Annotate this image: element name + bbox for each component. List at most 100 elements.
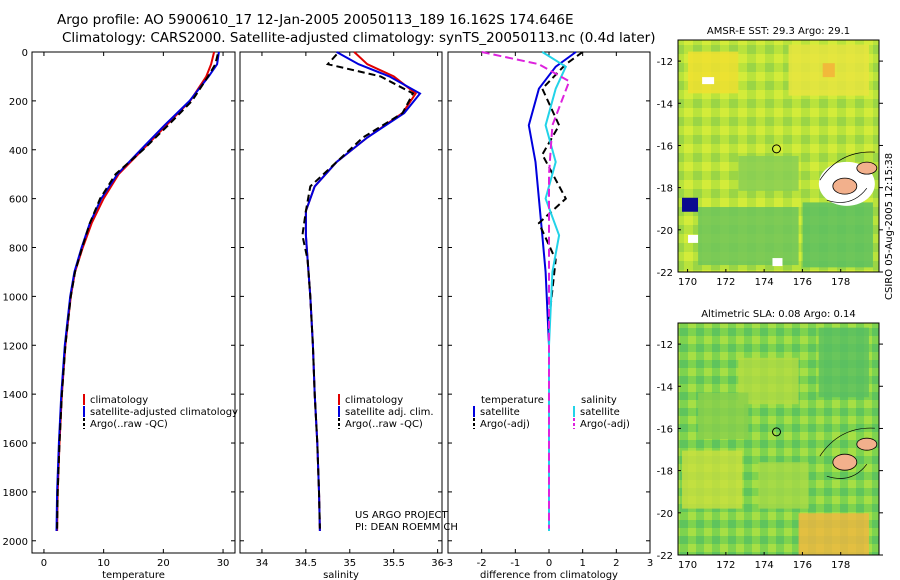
y-tick-label: 600 [9, 195, 28, 206]
legend-entry: Argo(..raw -QC) [90, 419, 168, 430]
series-line-argo-adj- [481, 51, 571, 529]
legend-entry: Argo(-adj) [580, 419, 630, 430]
temperature-patch [802, 202, 873, 268]
series-line-climatology [56, 51, 216, 532]
temperature-patch [688, 51, 739, 94]
x-tick-label: 1 [579, 558, 585, 569]
map-x-tick-label: 172 [716, 560, 735, 571]
project-annotation: US ARGO PROJECT [355, 510, 449, 521]
map-y-tick-label: -14 [657, 382, 673, 393]
sla-patch [758, 462, 809, 509]
cold-anomaly-patch [682, 197, 699, 212]
map-panel-1: AMSR-E SST: 29.3 Argo: 29.1 -12 -14 -16 -18 -… [657, 26, 883, 288]
legend-entry: Argo(-adj) [480, 419, 530, 430]
series-line-argo-adj- [537, 51, 584, 529]
x-tick-label: 3 [647, 558, 653, 569]
map-y-tick-label: -16 [657, 141, 673, 152]
legend-group-title: salinity [581, 395, 617, 406]
temperature-patch [698, 207, 799, 266]
series-line-argo-raw-qc- [301, 53, 415, 529]
x-tick-label: 36 [431, 558, 444, 569]
legend-group-title: temperature [481, 395, 544, 406]
sla-patch [798, 513, 869, 555]
x-tick-label: 20 [157, 558, 170, 569]
map-y-tick-label: -22 [657, 551, 673, 562]
argo-float-position-marker [772, 144, 782, 154]
temperature-patch [738, 156, 799, 191]
series-line-satellite-adjusted-climatology [55, 51, 220, 532]
x-axis-label: salinity [323, 570, 359, 580]
map-panel-2: Altimetric SLA: 0.08 Argo: 0.14 -12 -14 -16… [657, 309, 883, 571]
profile-panel-1: 0 200 400 600 800 1000 1200 1400 1600 1800 2000 0 10… [3, 48, 238, 580]
y-tick-label: 1600 [3, 439, 28, 450]
map-x-tick-label: 174 [755, 277, 774, 288]
x-axis-label: temperature [102, 570, 165, 580]
x-tick-label: -1 [510, 558, 520, 569]
bathymetry-contour [819, 427, 875, 479]
x-tick-label: 0 [546, 558, 552, 569]
missing-data-patch [702, 77, 715, 85]
map-x-tick-label: 178 [831, 277, 850, 288]
island-landmass [832, 177, 858, 195]
legend-entry: satellite [580, 407, 620, 418]
x-tick-label: -2 [477, 558, 487, 569]
map-y-tick-label: -22 [657, 268, 673, 279]
y-tick-label: 200 [9, 97, 28, 108]
island-landmass [856, 437, 878, 451]
island-landmass [856, 161, 878, 175]
x-tick-label: 2 [613, 558, 619, 569]
y-tick-label: 1000 [3, 292, 28, 303]
map-title: AMSR-E SST: 29.3 Argo: 29.1 [707, 26, 850, 37]
y-tick-label: 800 [9, 244, 28, 255]
y-tick-label: 1800 [3, 488, 28, 499]
x-tick-label: 30 [217, 558, 230, 569]
y-tick-label: 2000 [3, 537, 28, 548]
map-title: Altimetric SLA: 0.08 Argo: 0.14 [701, 309, 856, 320]
map-y-tick-label: -16 [657, 424, 673, 435]
x-tick-label: 10 [97, 558, 110, 569]
legend-entry: satellite-adjusted climatology [90, 407, 238, 418]
map-x-tick-label: 170 [678, 277, 697, 288]
missing-data-patch [688, 234, 699, 243]
sla-patch [698, 392, 749, 439]
sla-patch [682, 450, 743, 509]
temperature-patch [822, 63, 835, 78]
map-y-tick-label: -20 [657, 509, 673, 520]
island-landmass [832, 453, 858, 471]
map-y-tick-label: -12 [657, 340, 673, 351]
x-tick-label: 0 [41, 558, 47, 569]
map-x-tick-label: 178 [831, 560, 850, 571]
plot-title-line-2: Climatology: CARS2000. Satellite-adjuste… [62, 30, 656, 46]
x-tick-label: 35.5 [383, 558, 405, 569]
series-line-climatology [304, 51, 418, 532]
series-line-argo-raw-qc- [56, 54, 219, 529]
map-y-tick-label: -14 [657, 99, 673, 110]
map-x-tick-label: 176 [793, 560, 812, 571]
x-axis-label: difference from climatology [480, 570, 618, 580]
bathymetry-contour [819, 151, 875, 203]
plot-frame [239, 51, 443, 554]
plot-frame [31, 51, 236, 554]
map-y-tick-label: -18 [657, 467, 673, 478]
profile-panel-2: 34 34.5 35 35.5 36 salinity climatologysatelli… [239, 51, 458, 580]
legend-entry: climatology [90, 395, 148, 406]
legend-entry: satellite adj. clim. [345, 407, 434, 418]
y-tick-label: 1200 [3, 341, 28, 352]
series-line-satellite-adj-clim- [304, 51, 422, 532]
map-x-tick-label: 176 [793, 277, 812, 288]
x-tick-label: 34.5 [295, 558, 317, 569]
map-y-tick-label: -18 [657, 184, 673, 195]
series-line-satellite [541, 51, 568, 531]
sla-patch [818, 327, 869, 398]
map-x-tick-label: 172 [716, 277, 735, 288]
map-y-tick-label: -12 [657, 57, 673, 68]
map-x-tick-label: 174 [755, 560, 774, 571]
map-frame [677, 39, 880, 273]
legend-entry: Argo(..raw -QC) [345, 419, 423, 430]
map-x-tick-label: 170 [678, 560, 697, 571]
map-frame [677, 322, 880, 556]
x-tick-label: 35 [343, 558, 356, 569]
project-annotation: PI: DEAN ROEMMICH [355, 522, 458, 533]
map-y-tick-label: -20 [657, 226, 673, 237]
